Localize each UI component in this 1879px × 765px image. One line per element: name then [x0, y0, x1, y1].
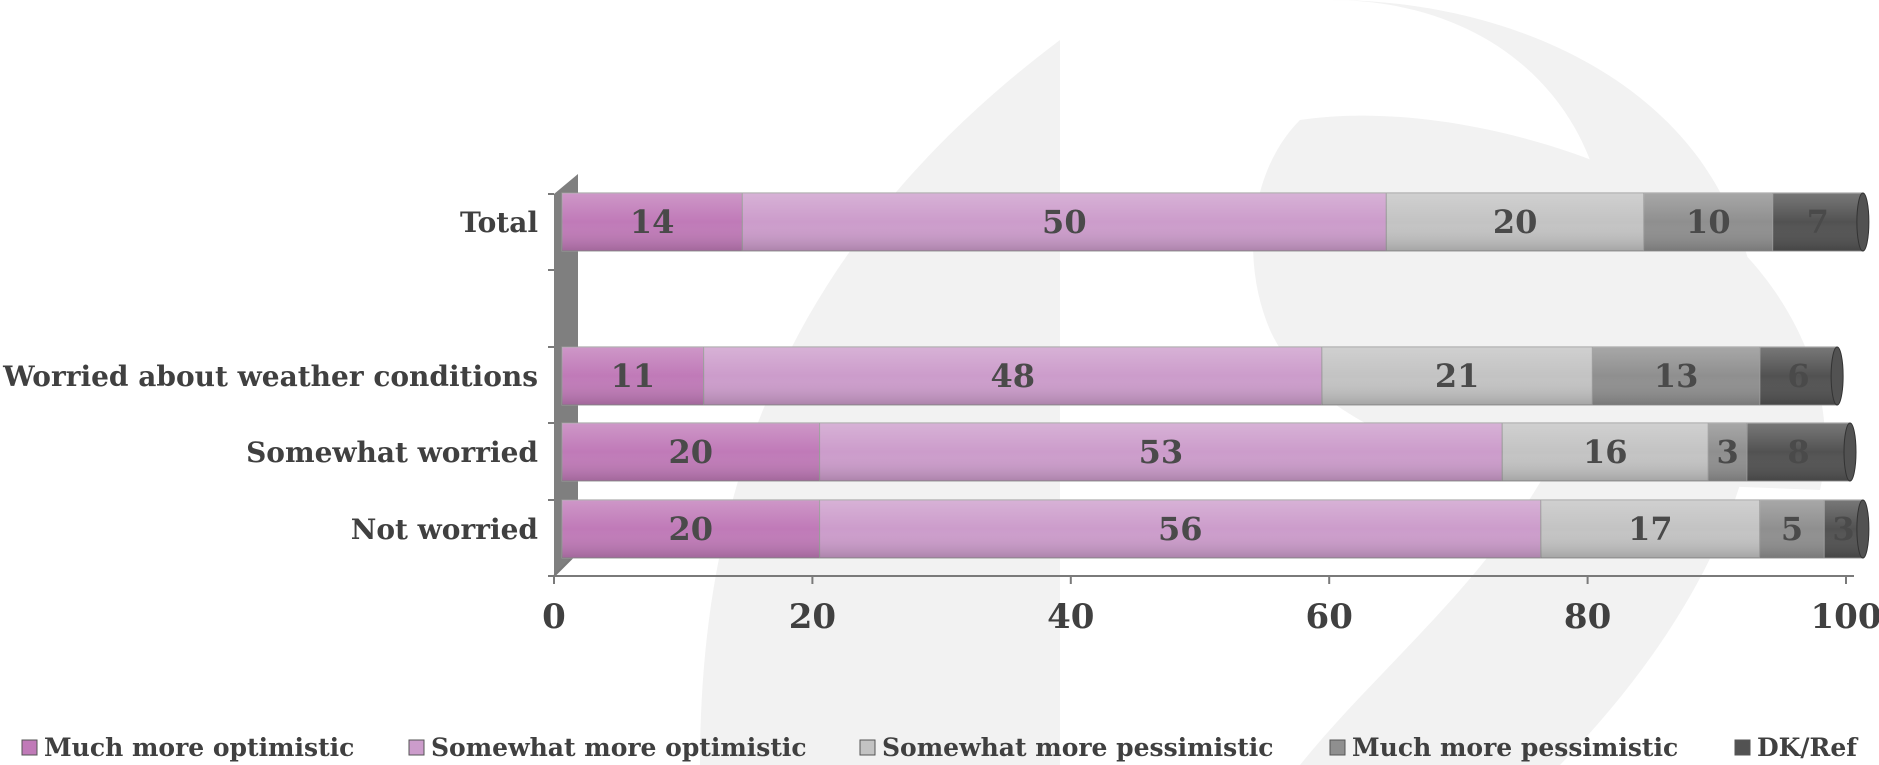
bar-shading — [742, 193, 1387, 251]
bar-shading — [1502, 423, 1709, 481]
bar-shading — [1708, 423, 1747, 481]
category-label: Somewhat worried — [246, 436, 538, 469]
category-label: Worried about weather conditions — [2, 360, 538, 393]
bar-end-cap — [1843, 422, 1857, 482]
data-label: 50 — [1042, 203, 1087, 241]
bar-segment: 21 — [1321, 346, 1593, 406]
bar-shading — [1759, 347, 1838, 405]
bar-shading — [562, 423, 820, 481]
data-label: 20 — [669, 510, 714, 548]
bar-shading — [1592, 347, 1760, 405]
bar-segment: 20 — [561, 422, 821, 482]
bar-row: 20 53 16 3 8 — [561, 422, 1857, 482]
legend-item: DK/Ref — [1734, 733, 1859, 762]
data-label: 3 — [1717, 433, 1739, 471]
data-label: 11 — [611, 357, 656, 395]
data-label: 14 — [630, 203, 675, 241]
x-tick-label: 60 — [1306, 597, 1353, 637]
bar-segment: 20 — [1385, 192, 1645, 252]
bar-segment: 13 — [1591, 346, 1761, 406]
bar-shading — [562, 500, 820, 558]
bar-row: 20 56 17 5 3 — [561, 499, 1870, 559]
bar-shading — [1772, 193, 1863, 251]
category-label: Not worried — [351, 513, 538, 546]
data-label: 10 — [1686, 203, 1731, 241]
legend-swatch — [21, 739, 38, 756]
legend-swatch — [1734, 739, 1751, 756]
bar-end-cap — [1856, 192, 1870, 252]
legend-item: Much more optimistic — [21, 733, 354, 762]
legend-label: DK/Ref — [1757, 733, 1859, 762]
x-tick-label: 40 — [1047, 597, 1094, 637]
legend-label: Somewhat more optimistic — [431, 733, 807, 762]
legend-item: Somewhat more optimistic — [408, 733, 807, 762]
bar-row: 11 48 21 13 6 — [561, 346, 1844, 406]
bar-shading — [819, 500, 1541, 558]
data-label: 13 — [1654, 357, 1699, 395]
bar-segment: 7 — [1772, 192, 1864, 252]
bar-end-cap — [1830, 346, 1844, 406]
bar-segment: 20 — [561, 499, 821, 559]
bar-segment: 8 — [1746, 422, 1851, 482]
bar-shading — [703, 347, 1322, 405]
bar-shading — [1321, 347, 1593, 405]
bar-segment: 10 — [1643, 192, 1774, 252]
legend-label: Somewhat more pessimistic — [882, 733, 1273, 762]
bar-shading — [562, 193, 743, 251]
x-axis: 0 20 40 60 80 100 — [542, 576, 1879, 637]
legend-item: Much more pessimistic — [1329, 733, 1678, 762]
data-label: 20 — [1493, 203, 1538, 241]
legend-label: Much more optimistic — [44, 733, 354, 762]
data-label: 21 — [1435, 357, 1480, 395]
data-label: 53 — [1139, 433, 1184, 471]
data-label: 48 — [991, 357, 1036, 395]
data-label: 7 — [1807, 203, 1829, 241]
bar-shading — [1643, 193, 1773, 251]
legend-swatch — [859, 739, 876, 756]
bar-row: 14 50 20 10 7 — [561, 192, 1870, 252]
bar-segment: 3 — [1707, 422, 1748, 482]
bar-shading — [1386, 193, 1644, 251]
bar-segment: 6 — [1759, 346, 1838, 406]
x-tick-label: 100 — [1811, 597, 1879, 637]
bar-segment: 17 — [1540, 499, 1761, 559]
bar-segment: 50 — [741, 192, 1387, 252]
bar-segment: 56 — [819, 499, 1542, 559]
bar-segment: 11 — [561, 346, 705, 406]
data-label: 20 — [669, 433, 714, 471]
legend: Much more optimistic Somewhat more optimi… — [21, 733, 1859, 762]
x-tick-label: 80 — [1564, 597, 1611, 637]
bar-end-cap — [1856, 499, 1870, 559]
data-label: 3 — [1832, 510, 1854, 548]
bar-segment: 5 — [1759, 499, 1825, 559]
bar-segment: 53 — [819, 422, 1503, 482]
bar-shading — [1540, 500, 1760, 558]
legend-item: Somewhat more pessimistic — [859, 733, 1273, 762]
bar-shading — [1746, 423, 1850, 481]
data-label: 5 — [1781, 510, 1803, 548]
bar-segment: 48 — [703, 346, 1323, 406]
x-tick-label: 0 — [542, 597, 566, 637]
data-label: 16 — [1583, 433, 1628, 471]
bar-shading — [1759, 500, 1825, 558]
category-labels: Total Worried about weather conditions Som… — [2, 206, 538, 546]
bar-shading — [819, 423, 1503, 481]
legend-swatch — [1329, 739, 1346, 756]
bar-shading — [562, 347, 704, 405]
data-label: 8 — [1787, 433, 1809, 471]
bar-segment: 14 — [561, 192, 743, 252]
data-label: 17 — [1628, 510, 1673, 548]
data-label: 56 — [1158, 510, 1203, 548]
category-label: Total — [460, 206, 538, 239]
data-label: 6 — [1787, 357, 1809, 395]
bar-segment: 16 — [1501, 422, 1709, 482]
legend-label: Much more pessimistic — [1352, 733, 1678, 762]
bars: 14 50 20 10 711 48 21 13 620 53 16 3 820 56 17 5 3 — [561, 192, 1870, 559]
legend-swatch — [408, 739, 425, 756]
x-tick-label: 20 — [789, 597, 836, 637]
